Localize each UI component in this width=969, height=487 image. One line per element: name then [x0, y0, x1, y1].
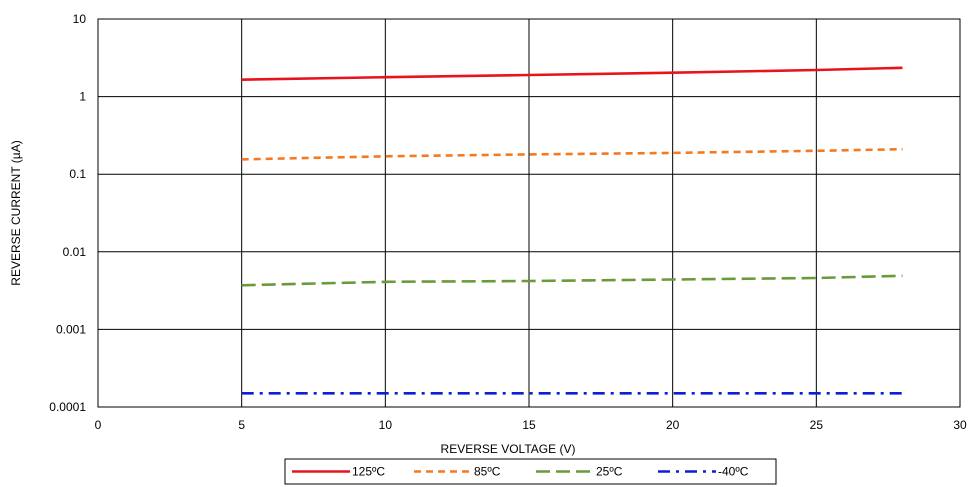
y-tick-label: 0.1: [69, 167, 86, 181]
legend-box: [284, 458, 777, 485]
x-axis-title: REVERSE VOLTAGE (V): [441, 442, 576, 456]
x-tick-label: 5: [238, 418, 245, 432]
legend: 125ºC 85ºC 25ºC -40ºC: [284, 458, 777, 485]
series-group: [241, 66, 903, 395]
legend-label-125ºC: 125ºC: [352, 465, 385, 479]
x-tick-label: 25: [810, 418, 824, 432]
x-tick-label: 0: [95, 418, 102, 432]
x-tick-label: 20: [666, 418, 680, 432]
series-line-85ºC: [241, 147, 903, 161]
y-axis-title: REVERSE CURRENT (µA): [9, 140, 23, 285]
x-tick-label: 10: [379, 418, 393, 432]
y-tick-labels: 0.0001 0.001 0.01 0.1 1 10: [49, 12, 86, 414]
y-tick-label: 0.001: [56, 322, 86, 336]
y-tick-label: 0.01: [63, 245, 87, 259]
series-line-25ºC: [241, 274, 903, 287]
y-tick-label: 1: [79, 90, 86, 104]
legend-items: 125ºC 85ºC 25ºC -40ºC: [292, 465, 749, 479]
legend-label--40ºC: -40ºC: [718, 465, 749, 479]
legend-label-25ºC: 25ºC: [596, 465, 623, 479]
y-tick-label: 0.0001: [49, 400, 86, 414]
x-tick-label: 15: [522, 418, 536, 432]
y-tick-label: 10: [73, 12, 87, 26]
plot-border: [97, 18, 961, 408]
series-line-125ºC: [241, 66, 903, 81]
x-tick-label: 30: [953, 418, 967, 432]
legend-label-85ºC: 85ºC: [474, 465, 501, 479]
x-tick-labels: 0 5 10 15 20 25 30: [95, 418, 967, 432]
